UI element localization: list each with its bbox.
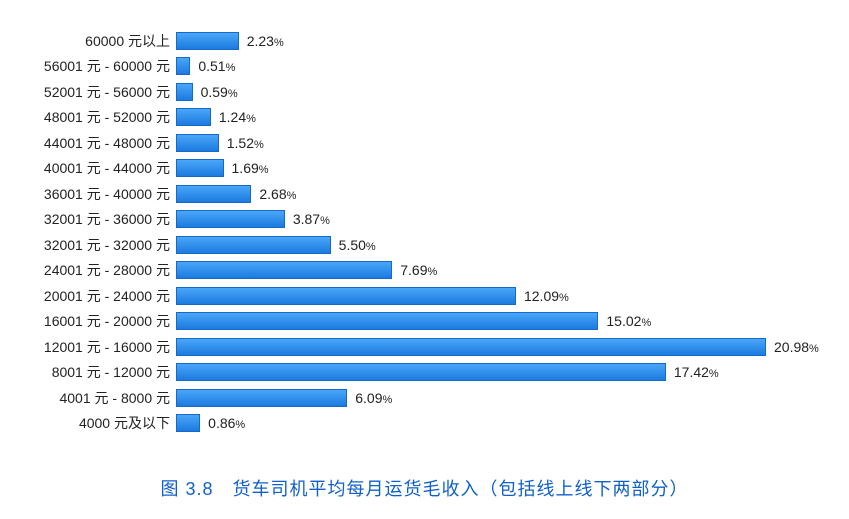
- bar: [176, 236, 331, 254]
- bar-cell: 0.86%: [176, 411, 849, 437]
- value-label: 17.42%: [674, 364, 719, 380]
- bar-cell: 5.50%: [176, 232, 849, 258]
- bar-row: 48001 元 - 52000 元 1.24%: [0, 105, 849, 131]
- bar: [176, 312, 598, 330]
- value-label: 2.23%: [247, 33, 284, 49]
- bar: [176, 338, 766, 356]
- bar-row: 8001 元 - 12000 元 17.42%: [0, 360, 849, 386]
- bar-cell: 0.51%: [176, 54, 849, 80]
- bar-row: 32001 元 - 32000 元 5.50%: [0, 232, 849, 258]
- bar: [176, 210, 285, 228]
- value-label: 7.69%: [400, 262, 437, 278]
- bar-cell: 20.98%: [176, 334, 849, 360]
- category-label: 48001 元 - 52000 元: [0, 107, 176, 127]
- value-label: 12.09%: [524, 288, 569, 304]
- category-label: 32001 元 - 36000 元: [0, 209, 176, 229]
- category-label: 40001 元 - 44000 元: [0, 158, 176, 178]
- category-label: 24001 元 - 28000 元: [0, 260, 176, 280]
- bar-row: 40001 元 - 44000 元 1.69%: [0, 156, 849, 182]
- value-label: 1.69%: [232, 160, 269, 176]
- bar-cell: 0.59%: [176, 79, 849, 105]
- bar-cell: 12.09%: [176, 283, 849, 309]
- bar-cell: 1.69%: [176, 156, 849, 182]
- bar: [176, 363, 666, 381]
- bar: [176, 108, 211, 126]
- bar-row: 24001 元 - 28000 元 7.69%: [0, 258, 849, 284]
- bar-rows: 60000 元以上 2.23% 56001 元 - 60000 元 0.51% 5200…: [0, 28, 849, 436]
- bar-row: 36001 元 - 40000 元 2.68%: [0, 181, 849, 207]
- chart-container: 60000 元以上 2.23% 56001 元 - 60000 元 0.51% 5200…: [0, 0, 849, 519]
- value-label: 15.02%: [606, 313, 651, 329]
- chart-caption: 图 3.8 货车司机平均每月运货毛收入（包括线上线下两部分）: [0, 475, 849, 501]
- category-label: 60000 元以上: [0, 31, 176, 51]
- value-label: 2.68%: [259, 186, 296, 202]
- bar-row: 12001 元 - 16000 元 20.98%: [0, 334, 849, 360]
- value-label: 1.24%: [219, 109, 256, 125]
- bar: [176, 32, 239, 50]
- bar-cell: 2.23%: [176, 28, 849, 54]
- bar: [176, 159, 224, 177]
- category-label: 36001 元 - 40000 元: [0, 184, 176, 204]
- category-label: 8001 元 - 12000 元: [0, 362, 176, 382]
- category-label: 44001 元 - 48000 元: [0, 133, 176, 153]
- bar-cell: 7.69%: [176, 258, 849, 284]
- bar: [176, 185, 251, 203]
- bar-cell: 17.42%: [176, 360, 849, 386]
- value-label: 5.50%: [339, 237, 376, 253]
- bar: [176, 389, 347, 407]
- bar-row: 44001 元 - 48000 元 1.52%: [0, 130, 849, 156]
- category-label: 20001 元 - 24000 元: [0, 286, 176, 306]
- value-label: 1.52%: [227, 135, 264, 151]
- bar-row: 56001 元 - 60000 元 0.51%: [0, 54, 849, 80]
- bar: [176, 287, 516, 305]
- category-label: 56001 元 - 60000 元: [0, 56, 176, 76]
- bar-row: 4001 元 - 8000 元 6.09%: [0, 385, 849, 411]
- value-label: 3.87%: [293, 211, 330, 227]
- bar-cell: 1.52%: [176, 130, 849, 156]
- bar-row: 60000 元以上 2.23%: [0, 28, 849, 54]
- bar-row: 52001 元 - 56000 元 0.59%: [0, 79, 849, 105]
- bar-row: 16001 元 - 20000 元 15.02%: [0, 309, 849, 335]
- value-label: 0.86%: [208, 415, 245, 431]
- bar-cell: 3.87%: [176, 207, 849, 233]
- bar-cell: 15.02%: [176, 309, 849, 335]
- bar-cell: 6.09%: [176, 385, 849, 411]
- bar: [176, 414, 200, 432]
- bar-row: 4000 元及以下 0.86%: [0, 411, 849, 437]
- bar-cell: 1.24%: [176, 105, 849, 131]
- value-label: 6.09%: [355, 390, 392, 406]
- bar: [176, 57, 190, 75]
- category-label: 16001 元 - 20000 元: [0, 311, 176, 331]
- value-label: 0.59%: [201, 84, 238, 100]
- bar-row: 32001 元 - 36000 元 3.87%: [0, 207, 849, 233]
- value-label: 0.51%: [198, 58, 235, 74]
- category-label: 12001 元 - 16000 元: [0, 337, 176, 357]
- category-label: 52001 元 - 56000 元: [0, 82, 176, 102]
- category-label: 32001 元 - 32000 元: [0, 235, 176, 255]
- bar-cell: 2.68%: [176, 181, 849, 207]
- category-label: 4000 元及以下: [0, 413, 176, 433]
- value-label: 20.98%: [774, 339, 819, 355]
- bar-row: 20001 元 - 24000 元 12.09%: [0, 283, 849, 309]
- category-label: 4001 元 - 8000 元: [0, 388, 176, 408]
- bar: [176, 261, 392, 279]
- bar: [176, 83, 193, 101]
- bar: [176, 134, 219, 152]
